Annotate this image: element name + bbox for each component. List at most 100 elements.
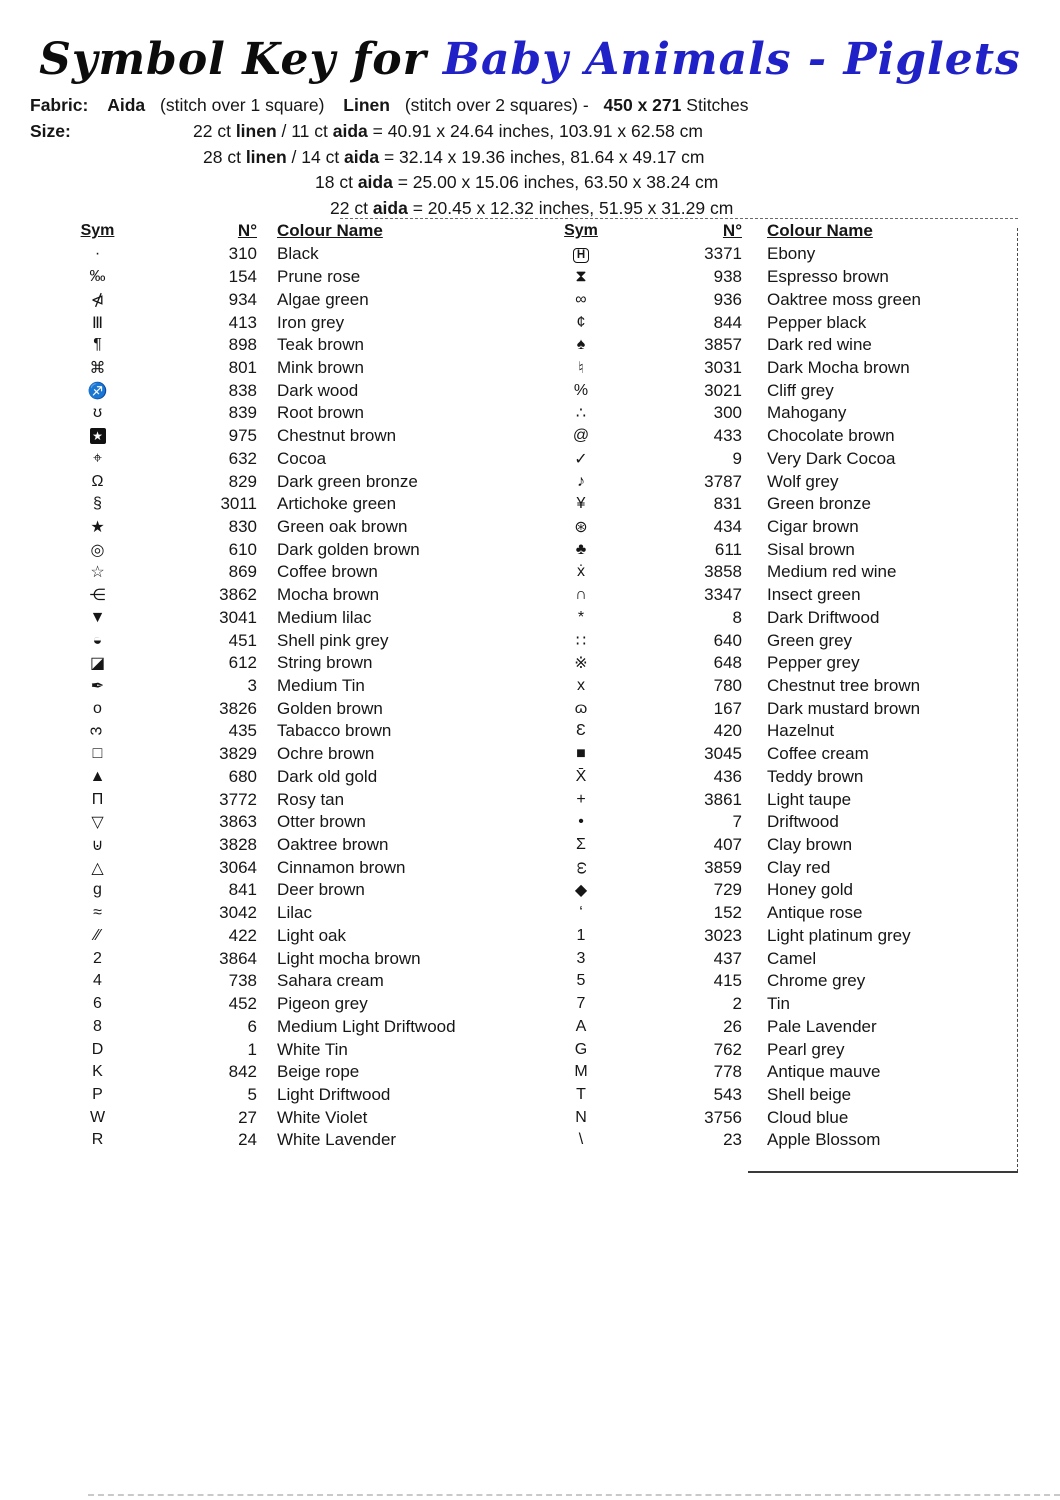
- number-cell: 167: [713, 698, 742, 718]
- table-row: ¶ 898 Teak brown: [60, 334, 538, 357]
- number-cell: 434: [713, 516, 742, 536]
- symbol-cell: •: [578, 813, 584, 831]
- number-cell: 24: [238, 1130, 257, 1150]
- table-row: ▼ 3041 Medium lilac: [60, 607, 538, 630]
- colour-name-cell: Shell pink grey: [277, 630, 389, 650]
- colour-name-cell: Ebony: [767, 244, 816, 264]
- table-row: ⌖ 632 Cocoa: [60, 447, 538, 470]
- number-cell: 762: [713, 1039, 742, 1059]
- number-cell: 3064: [219, 857, 257, 877]
- symbol-cell: ɷ: [574, 699, 588, 717]
- colour-name-cell: Artichoke green: [277, 494, 397, 514]
- symbol-cell: ¢: [576, 313, 586, 331]
- symbol-cell: △: [91, 859, 104, 877]
- colour-name-cell: Golden brown: [277, 698, 383, 718]
- colour-name-cell: Medium lilac: [277, 607, 372, 627]
- symbol-cell: W: [89, 1108, 106, 1126]
- colour-name-cell: Pepper black: [767, 312, 867, 332]
- colour-name-cell: Shell beige: [767, 1084, 852, 1104]
- number-cell: 841: [228, 880, 257, 900]
- table-row: Π 3772 Rosy tan: [60, 788, 538, 811]
- colour-name-cell: Coffee cream: [767, 744, 869, 764]
- colour-name-cell: Root brown: [277, 403, 364, 423]
- colour-name-cell: Light platinum grey: [767, 925, 911, 945]
- colour-name-cell: Green bronze: [767, 494, 871, 514]
- table-row: Ω 829 Dark green bronze: [60, 470, 538, 493]
- colour-name-cell: Mahogany: [767, 403, 847, 423]
- symbol-cell: Ω: [91, 472, 104, 490]
- number-cell: 610: [228, 539, 257, 559]
- title-pattern-name: Baby Animals - Piglets: [442, 34, 1021, 85]
- symbol-cell: ♣: [575, 540, 587, 558]
- number-cell: 934: [228, 289, 257, 309]
- table-row: ⊍ 3828 Oaktree brown: [60, 834, 538, 857]
- number-cell: 9: [732, 448, 742, 468]
- number-cell: 738: [228, 971, 257, 991]
- symbol-cell: ★: [90, 518, 105, 536]
- table-row: ⋲ 3862 Mocha brown: [60, 584, 538, 607]
- table-row: 2 3864 Light mocha brown: [60, 947, 538, 970]
- colour-name-cell: Honey gold: [767, 880, 854, 900]
- table-row: ‘ 152 Antique rose: [545, 902, 1015, 925]
- symbol-cell: K: [92, 1063, 103, 1081]
- table-row: @433 Chocolate brown: [545, 425, 1015, 448]
- symbol-cell: ✒: [90, 678, 105, 696]
- symbol-cell: ◎: [90, 541, 105, 559]
- col-header-sym: Sym: [80, 222, 115, 239]
- number-cell: 3023: [704, 925, 742, 945]
- colour-name-cell: Coffee brown: [277, 562, 378, 582]
- colour-name-cell: Clay red: [767, 857, 831, 877]
- number-cell: 830: [228, 516, 257, 536]
- symbol-cell: ♮: [578, 359, 584, 377]
- number-cell: 5: [247, 1084, 257, 1104]
- symbol-cell: ω: [573, 861, 590, 875]
- number-cell: 898: [228, 335, 257, 355]
- number-cell: 2: [732, 994, 742, 1014]
- number-cell: 3787: [704, 471, 742, 491]
- table-header: Sym N° Colour Name: [545, 219, 1015, 243]
- fabric-aida: Aida: [107, 95, 146, 115]
- number-cell: 310: [228, 244, 257, 264]
- colour-name-cell: Cocoa: [277, 448, 327, 468]
- colour-name-cell: Dark golden brown: [277, 539, 420, 559]
- fabric-aida-note: (stitch over 1 square): [160, 95, 325, 115]
- symbol-cell: ∩: [575, 586, 587, 604]
- title-prefix: Symbol Key for: [39, 34, 427, 85]
- table-row: ◎ 610 Dark golden brown: [60, 538, 538, 561]
- symbol-cell: ♐: [87, 382, 108, 400]
- symbol-cell: P: [92, 1085, 103, 1103]
- symbol-cell: ⋲: [89, 587, 106, 605]
- colour-name-cell: Oaktree brown: [277, 835, 389, 855]
- number-cell: 3347: [704, 585, 742, 605]
- number-cell: 3826: [219, 698, 257, 718]
- symbol-cell: ¶: [93, 336, 102, 354]
- number-cell: 422: [228, 925, 257, 945]
- table-row: Ⅲ 413 Iron grey: [60, 311, 538, 334]
- table-header: Sym N° Colour Name: [60, 219, 538, 243]
- colour-name-cell: Insect green: [767, 585, 861, 605]
- number-cell: 407: [713, 835, 742, 855]
- number-cell: 780: [713, 676, 742, 696]
- symbol-cell: 1: [576, 926, 586, 944]
- table-row: K 842 Beige rope: [60, 1061, 538, 1084]
- table-row: ♪ 3787 Wolf grey: [545, 470, 1015, 493]
- table-row: X̄ 436 Teddy brown: [545, 766, 1015, 789]
- colour-name-cell: Teak brown: [277, 335, 364, 355]
- symbol-cell: ◒: [92, 631, 103, 649]
- symbol-cell: 3: [576, 949, 586, 967]
- symbol-cell: %: [573, 381, 589, 399]
- fabric-line: Fabric: Aida (stitch over 1 square) Line…: [30, 95, 749, 116]
- number-cell: 3756: [704, 1107, 742, 1127]
- table-row: § 3011 Artichoke green: [60, 493, 538, 516]
- number-cell: 611: [714, 539, 742, 559]
- table-row: ✓ 9 Very Dark Cocoa: [545, 447, 1015, 470]
- symbol-cell: ⁄⁄: [94, 926, 101, 944]
- symbol-cell: 3: [88, 727, 106, 736]
- colour-name-cell: Light taupe: [767, 789, 852, 809]
- number-cell: 3862: [219, 585, 257, 605]
- number-cell: 154: [228, 267, 257, 287]
- number-cell: 23: [723, 1130, 742, 1150]
- symbol-cell: ◪: [89, 655, 106, 673]
- colour-name-cell: Pigeon grey: [277, 994, 368, 1014]
- number-cell: 3864: [219, 948, 257, 968]
